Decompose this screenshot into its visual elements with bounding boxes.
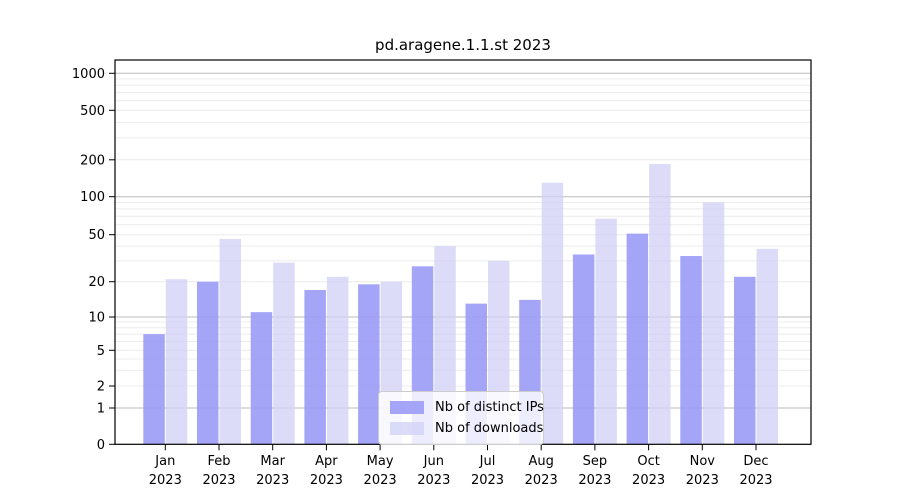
bar-distinct-ips-jan <box>143 334 165 445</box>
x-tick-label-month: May <box>367 454 394 469</box>
legend-swatch-distinct-ips <box>390 401 424 414</box>
bar-distinct-ips-dec <box>734 276 756 445</box>
y-tick-label: 5 <box>97 344 105 359</box>
x-tick-label-year: 2023 <box>525 473 558 488</box>
y-tick-label: 100 <box>80 190 105 205</box>
x-tick-label-year: 2023 <box>202 473 235 488</box>
x-tick-label-year: 2023 <box>310 473 343 488</box>
legend: Nb of distinct IPs Nb of downloads <box>378 391 544 445</box>
x-tick-label-year: 2023 <box>686 473 719 488</box>
x-tick-label-year: 2023 <box>149 473 182 488</box>
bar-distinct-ips-nov <box>680 256 702 445</box>
y-tick-label: 20 <box>88 275 105 290</box>
bar-downloads-feb <box>219 238 241 445</box>
bar-downloads-mar <box>273 262 295 445</box>
bar-downloads-nov <box>702 202 725 445</box>
bar-downloads-apr <box>326 276 349 445</box>
y-tick-label: 2 <box>97 380 105 395</box>
legend-label-downloads: Nb of downloads <box>435 421 544 436</box>
x-tick-label-month: Apr <box>315 454 338 469</box>
y-tick-label: 1 <box>97 402 105 417</box>
x-tick-label-month: Sep <box>583 454 608 469</box>
x-tick-label-month: Jan <box>154 454 175 469</box>
x-tick-label-month: Jul <box>479 454 496 469</box>
y-tick-label: 10 <box>88 311 105 326</box>
y-tick-label: 0 <box>97 438 105 453</box>
x-tick-label-month: Oct <box>637 454 659 469</box>
bar-downloads-oct <box>649 163 671 445</box>
legend-item-downloads: Nb of downloads <box>390 418 543 439</box>
x-tick-label-month: Aug <box>529 454 554 469</box>
chart-title: pd.aragene.1.1.st 2023 <box>375 36 551 54</box>
x-tick-label-month: Mar <box>260 454 285 469</box>
bar-downloads-jan <box>165 279 188 445</box>
x-tick-label-month: Feb <box>207 454 230 469</box>
bar-distinct-ips-apr <box>304 289 326 445</box>
legend-label-distinct-ips: Nb of distinct IPs <box>435 400 544 415</box>
y-tick-label: 200 <box>80 153 105 168</box>
bar-distinct-ips-feb <box>197 281 219 445</box>
x-tick-label-year: 2023 <box>578 473 611 488</box>
x-tick-label-year: 2023 <box>471 473 504 488</box>
bar-downloads-aug <box>541 182 564 445</box>
x-tick-label-year: 2023 <box>739 473 772 488</box>
legend-swatch-downloads <box>390 422 424 435</box>
bar-distinct-ips-may <box>358 284 380 445</box>
x-tick-label-year: 2023 <box>632 473 665 488</box>
bar-downloads-sep <box>595 218 617 445</box>
x-tick-label-year: 2023 <box>364 473 397 488</box>
bar-distinct-ips-sep <box>572 254 595 445</box>
x-tick-label-month: Dec <box>743 454 768 469</box>
x-tick-label-month: Jun <box>423 454 444 469</box>
bar-distinct-ips-mar <box>250 312 273 445</box>
x-tick-label-year: 2023 <box>417 473 450 488</box>
y-tick-label: 50 <box>88 228 105 243</box>
x-tick-label-year: 2023 <box>256 473 289 488</box>
legend-item-distinct-ips: Nb of distinct IPs <box>390 397 544 418</box>
y-tick-label: 500 <box>80 104 105 119</box>
bar-downloads-dec <box>756 248 778 445</box>
x-tick-label-month: Nov <box>690 454 716 469</box>
y-tick-label: 1000 <box>72 67 105 82</box>
bar-distinct-ips-oct <box>626 233 649 445</box>
